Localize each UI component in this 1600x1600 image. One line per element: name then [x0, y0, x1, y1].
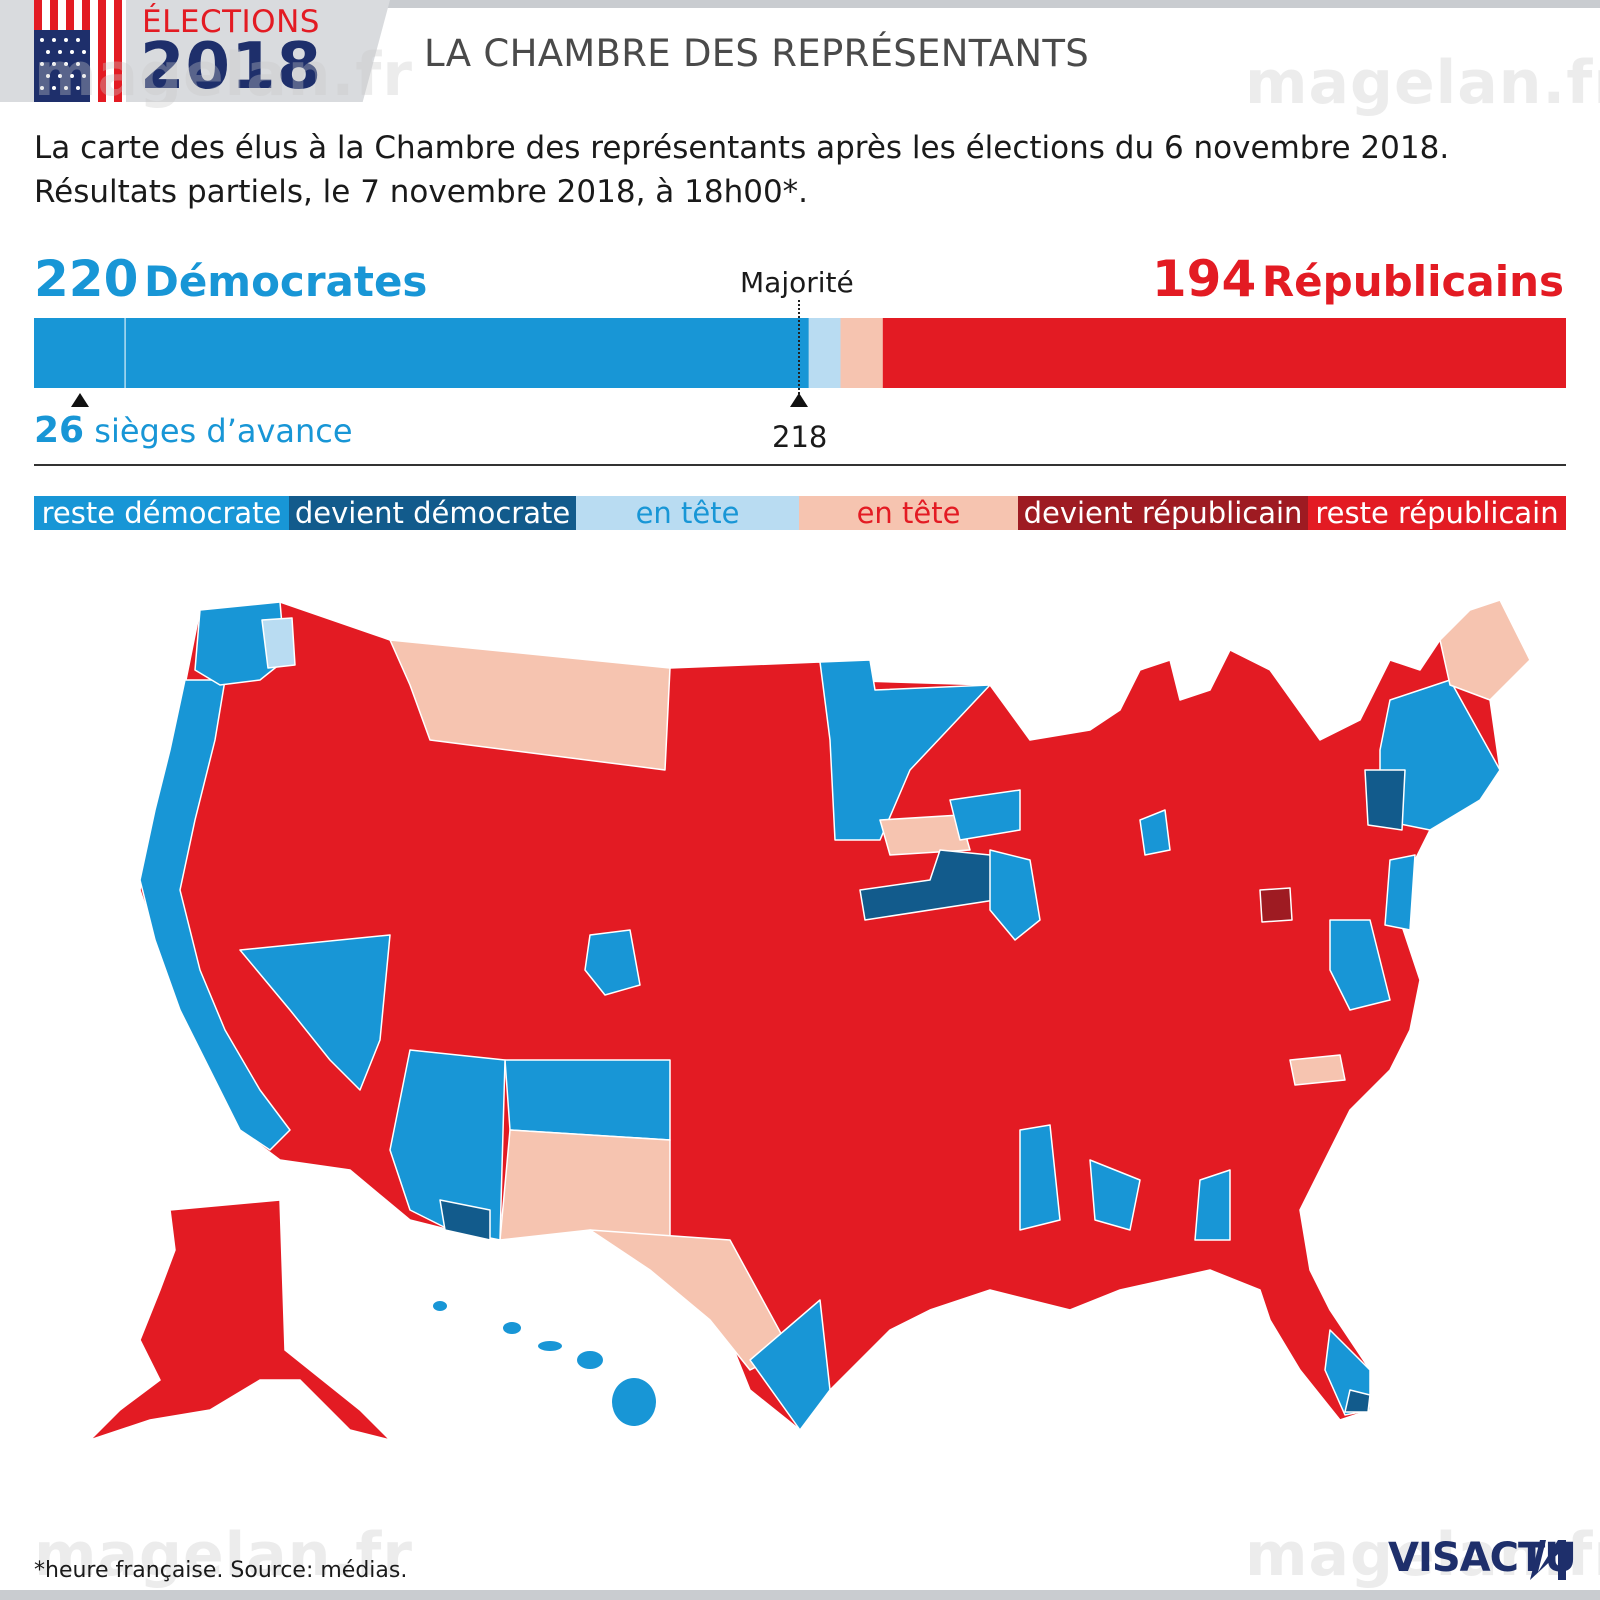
georgia-dem — [1194, 1169, 1231, 1241]
montana-lead — [389, 639, 671, 771]
footnote: *heure française. Source: médias. — [34, 1558, 408, 1583]
texas-lead — [589, 1229, 791, 1371]
intro-text: La carte des élus à la Chambre des repré… — [34, 126, 1449, 214]
minnesota-dem — [819, 659, 991, 841]
new-mexico-dem — [504, 1059, 671, 1141]
democrats-count: 220 — [34, 250, 139, 308]
lead-count: 26 — [34, 410, 85, 451]
illinois-dem — [989, 849, 1041, 941]
bottom-rule — [0, 1590, 1600, 1600]
header-year: 2018 — [140, 30, 323, 104]
republicans-total: 194 Républicains — [1152, 250, 1564, 308]
republicans-label: Républicains — [1261, 257, 1564, 306]
hawaii-dem — [433, 1301, 656, 1426]
top-rule — [0, 0, 1600, 8]
virginia-dem — [1329, 919, 1391, 1011]
new-england-dem — [1379, 679, 1501, 831]
hawaii-island-molokai — [538, 1341, 562, 1351]
seat-bar-segment-rep_leading — [840, 318, 883, 388]
lead-text: 26 sièges d’avance — [34, 410, 353, 451]
republicans-count: 194 — [1151, 250, 1257, 308]
florida-dem-gain — [1344, 1389, 1371, 1413]
brand-mark-icon — [1530, 1540, 1566, 1580]
pennsylvania-rep-gain — [1259, 887, 1293, 923]
seat-bar-segment-dem_rest — [125, 318, 809, 388]
west-coast-dem — [139, 679, 291, 1151]
legend-item-devient-republicain: devient républicain — [1018, 496, 1308, 530]
majority-seats: 218 — [772, 420, 828, 454]
new-jersey-dem — [1384, 854, 1416, 931]
wisconsin-dem — [949, 789, 1021, 841]
us-flag-icon — [34, 0, 126, 102]
alaska-rep — [89, 1199, 393, 1442]
seat-bar-segment-rep — [882, 318, 1566, 388]
us-house-map — [89, 599, 1531, 1442]
hawaii-island-kauai — [433, 1301, 447, 1311]
page-title: LA CHAMBRE DES REPRÉSENTANTS — [424, 32, 1090, 75]
intro-line-1: La carte des élus à la Chambre des repré… — [34, 130, 1450, 166]
maine-lead — [1439, 599, 1531, 701]
legend-item-reste-democrate: reste démocrate — [34, 496, 289, 530]
washington-lead — [261, 617, 296, 669]
nc-lead — [1289, 1054, 1346, 1086]
seat-bar-segment-dem_leading — [808, 318, 841, 388]
legend-item-en-tete-rep: en tête — [799, 496, 1018, 530]
lead-arrow-icon — [71, 393, 89, 407]
intro-line-2: Résultats partiels, le 7 novembre 2018, … — [34, 174, 809, 210]
divider — [34, 464, 1566, 466]
michigan-dem — [1139, 809, 1171, 856]
legend: reste démocrate devient démocrate en têt… — [34, 496, 1566, 530]
new-mexico-lead — [499, 1129, 671, 1241]
seat-bar — [34, 318, 1566, 388]
watermark-top-right: magelan.fr — [1245, 48, 1600, 118]
legend-item-devient-democrate: devient démocrate — [289, 496, 576, 530]
lead-label: sièges d’avance — [94, 412, 353, 450]
democrats-label: Démocrates — [143, 257, 428, 306]
hawaii-island-big — [612, 1378, 656, 1426]
header-kicker: ÉLECTIONS — [142, 4, 320, 40]
majority-arrow-icon — [790, 393, 808, 407]
minnesota-lead — [879, 814, 971, 856]
texas-south-dem — [749, 1299, 831, 1431]
legend-item-en-tete-dem: en tête — [576, 496, 799, 530]
democrats-total: 220 Démocrates — [34, 250, 427, 308]
mississippi-dem — [1019, 1124, 1061, 1231]
seat-bar-segment-dem_lead_gain — [34, 318, 126, 388]
hawaii-island-maui — [577, 1351, 603, 1369]
alabama-dem — [1089, 1159, 1141, 1231]
majority-line — [798, 300, 800, 394]
seat-bar-chart — [34, 318, 1566, 388]
legend-item-reste-republicain: reste républicain — [1308, 496, 1566, 530]
majority-label: Majorité — [740, 266, 854, 299]
hawaii-island-oahu — [503, 1322, 521, 1334]
nevada-dem — [239, 934, 391, 1091]
new-york-dem-gain — [1364, 769, 1406, 831]
colorado-dem — [584, 929, 641, 996]
arizona-dem-gain — [439, 1199, 491, 1241]
